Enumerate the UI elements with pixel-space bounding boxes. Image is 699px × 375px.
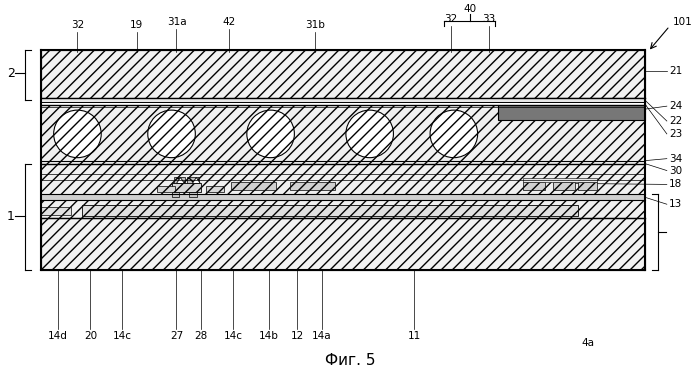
Text: 34: 34: [669, 154, 682, 164]
Bar: [171, 192, 180, 197]
Circle shape: [430, 110, 477, 158]
Text: 12: 12: [291, 331, 304, 341]
Bar: [171, 183, 201, 192]
Text: 11: 11: [408, 331, 421, 341]
Bar: [553, 182, 575, 190]
Text: 27: 27: [170, 331, 183, 341]
Text: 14b: 14b: [259, 331, 279, 341]
Bar: [206, 186, 224, 192]
Bar: [187, 177, 199, 183]
Text: 18: 18: [669, 179, 682, 189]
Text: 21: 21: [669, 66, 682, 76]
Bar: [82, 205, 577, 216]
Text: 33: 33: [482, 14, 495, 24]
Text: 14a: 14a: [312, 331, 332, 341]
Text: 32: 32: [445, 14, 458, 24]
Bar: [41, 160, 645, 218]
Bar: [523, 182, 545, 190]
Text: 24: 24: [669, 101, 682, 111]
Text: 13: 13: [669, 199, 682, 209]
Text: 19: 19: [130, 20, 143, 30]
Text: 22: 22: [669, 116, 682, 126]
Bar: [41, 98, 645, 102]
Bar: [577, 182, 598, 190]
Bar: [231, 182, 275, 190]
Text: 14c: 14c: [224, 331, 243, 341]
Bar: [41, 105, 645, 160]
Circle shape: [346, 110, 394, 158]
Bar: [189, 192, 197, 197]
Text: 23: 23: [669, 129, 682, 139]
Text: 14c: 14c: [113, 331, 131, 341]
Bar: [41, 102, 645, 105]
Text: 14d: 14d: [48, 331, 68, 341]
Text: 31b: 31b: [305, 20, 325, 30]
Bar: [523, 178, 598, 182]
Bar: [498, 98, 645, 120]
Bar: [41, 194, 645, 200]
Bar: [157, 186, 175, 192]
Bar: [41, 207, 71, 215]
Text: 101: 101: [672, 17, 693, 27]
Bar: [41, 50, 645, 98]
Text: Фиг. 5: Фиг. 5: [324, 353, 375, 368]
Circle shape: [247, 110, 294, 158]
Bar: [290, 182, 335, 190]
Text: 42: 42: [222, 17, 236, 27]
Polygon shape: [192, 177, 201, 183]
Text: 32: 32: [71, 20, 84, 30]
Bar: [41, 218, 645, 270]
Circle shape: [54, 110, 101, 158]
Bar: [173, 177, 185, 183]
Text: 20: 20: [84, 331, 97, 341]
Text: 40: 40: [463, 4, 476, 14]
Text: 2: 2: [7, 67, 15, 80]
Circle shape: [147, 110, 195, 158]
Text: 4a: 4a: [581, 338, 594, 348]
Polygon shape: [177, 177, 185, 183]
Text: 28: 28: [194, 331, 208, 341]
Text: 30: 30: [669, 165, 682, 176]
Text: 1: 1: [7, 210, 15, 223]
Text: 31a: 31a: [166, 17, 187, 27]
